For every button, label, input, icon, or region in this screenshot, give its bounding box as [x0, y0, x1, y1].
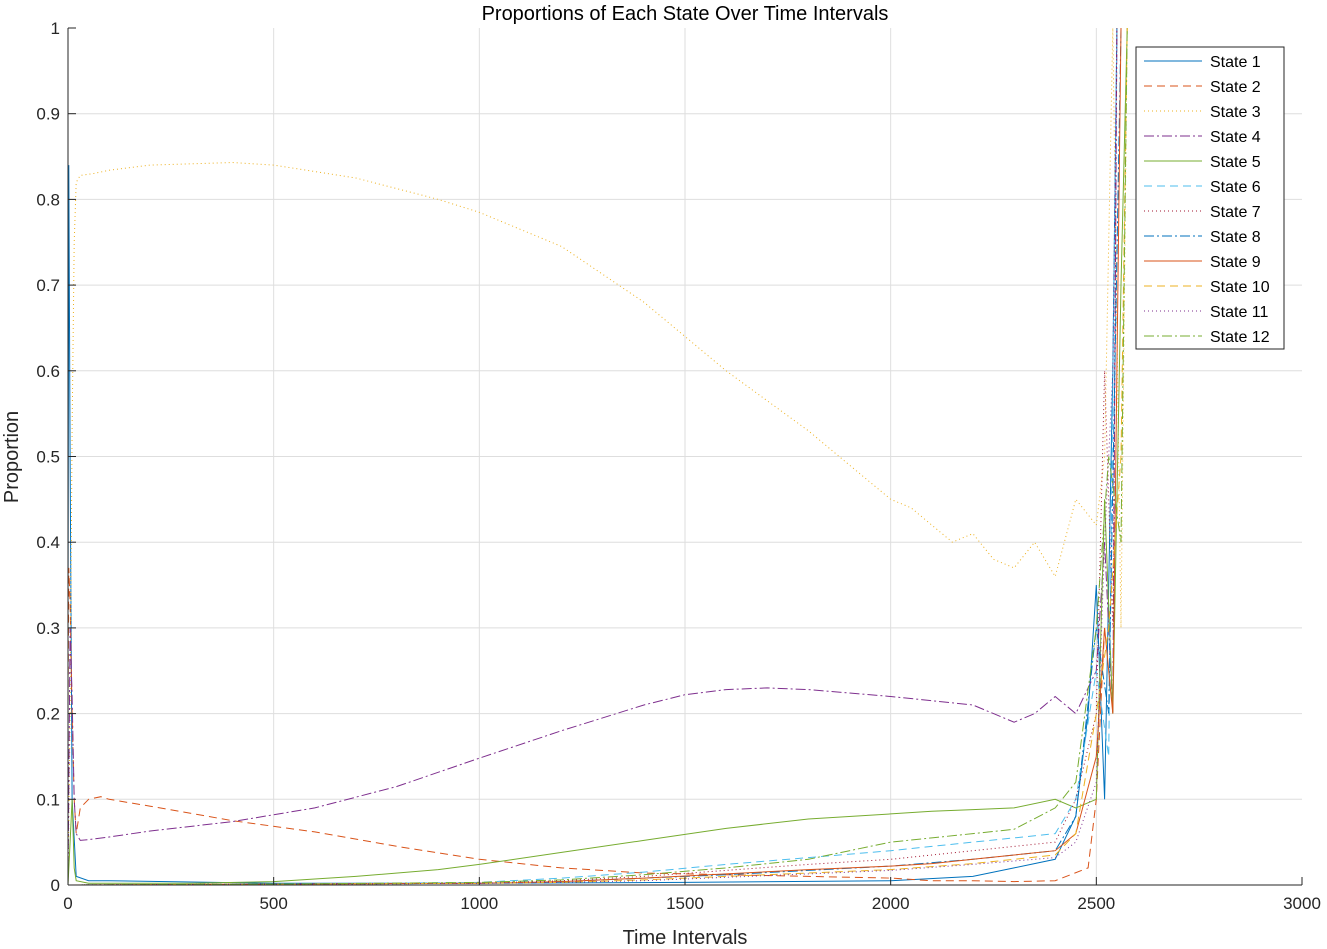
- legend-label: State 10: [1210, 279, 1270, 296]
- series-lines: [67, 27, 1128, 886]
- y-tick-label: 0.4: [36, 533, 60, 552]
- legend-label: State 2: [1210, 79, 1261, 96]
- legend: State 1 State 2 State 3 State 4 State 5 State…: [1135, 46, 1285, 350]
- y-axis-title: Proportion: [1, 411, 23, 503]
- legend-label: State 5: [1210, 154, 1261, 171]
- y-tick-label: 0.3: [36, 619, 60, 638]
- x-tick-label: 1000: [460, 894, 498, 913]
- series-line-state-6: [67, 27, 1118, 886]
- x-tick-label: 1500: [666, 894, 704, 913]
- x-tick-label: 2000: [872, 894, 910, 913]
- y-tick-label: 0.8: [36, 190, 60, 209]
- y-tick-label: 0.1: [36, 790, 60, 809]
- tick-labels: 0 500 1000 1500 2000 2500 3000 0 0.1 0.2 0.3 0.4 0.5…: [36, 19, 1321, 913]
- series-line-state-11: [67, 27, 1118, 886]
- legend-label: State 7: [1210, 204, 1261, 221]
- chart-title: Proportions of Each State Over Time Inte…: [482, 3, 889, 25]
- legend-label: State 12: [1210, 329, 1270, 346]
- y-tick-label: 0.5: [36, 448, 60, 467]
- series-line-state-7: [67, 27, 1118, 886]
- legend-label: State 6: [1210, 179, 1261, 196]
- legend-label: State 1: [1210, 54, 1261, 71]
- y-tick-label: 0.9: [36, 105, 60, 124]
- x-axis-title: Time Intervals: [623, 927, 748, 949]
- legend-label: State 8: [1210, 229, 1261, 246]
- x-tick-label: 3000: [1283, 894, 1321, 913]
- legend-label: State 9: [1210, 254, 1261, 271]
- axes: [67, 27, 1303, 886]
- legend-label: State 11: [1210, 304, 1269, 321]
- x-tick-label: 2500: [1077, 894, 1115, 913]
- y-tick-label: 0: [51, 876, 60, 895]
- series-line-state-5: [67, 27, 1128, 886]
- grid: [68, 28, 1302, 885]
- legend-box: [1135, 46, 1285, 350]
- y-tick-label: 0.2: [36, 705, 60, 724]
- series-line-state-2: [67, 567, 1106, 883]
- legend-label: State 4: [1210, 129, 1261, 146]
- series-line-state-9: [67, 27, 1122, 886]
- y-tick-label: 0.6: [36, 362, 60, 381]
- series-line-state-4: [67, 27, 1118, 886]
- series-line-state-12: [67, 27, 1128, 886]
- y-tick-label: 1: [51, 19, 60, 38]
- series-line-state-1: [67, 27, 1118, 884]
- legend-label: State 3: [1210, 104, 1261, 121]
- series-line-state-10: [67, 27, 1128, 886]
- x-tick-label: 0: [63, 894, 72, 913]
- y-tick-label: 0.7: [36, 276, 60, 295]
- x-tick-label: 500: [259, 894, 287, 913]
